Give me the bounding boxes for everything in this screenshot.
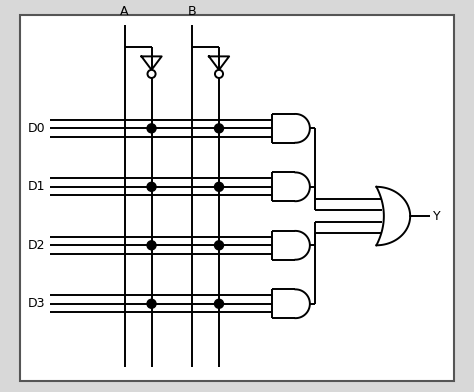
Text: Y: Y [433,210,441,223]
Circle shape [147,70,155,78]
Text: D3: D3 [28,297,46,310]
Circle shape [147,124,156,133]
Text: D0: D0 [28,122,46,135]
Circle shape [215,70,223,78]
Circle shape [215,182,224,191]
Circle shape [147,299,156,308]
Circle shape [147,182,156,191]
Circle shape [215,241,224,250]
Text: B: B [188,5,196,18]
FancyBboxPatch shape [20,15,454,381]
Text: D1: D1 [28,180,46,193]
Text: D2: D2 [28,239,46,252]
Text: A: A [120,5,129,18]
Circle shape [147,241,156,250]
Circle shape [215,299,224,308]
Circle shape [215,124,224,133]
